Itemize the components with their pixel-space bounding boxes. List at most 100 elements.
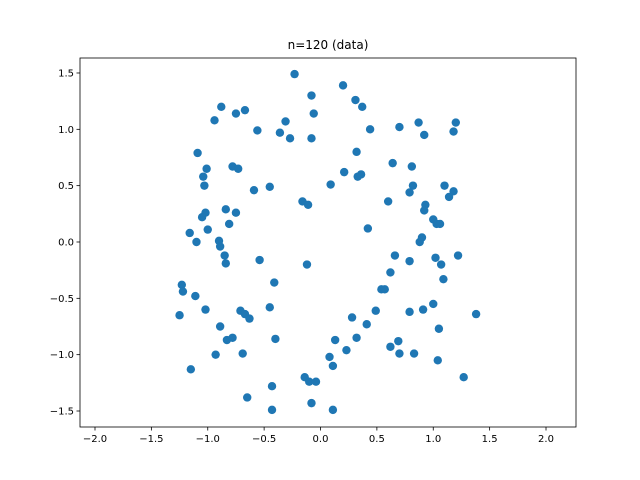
point bbox=[201, 305, 210, 314]
y-tick-label: 0.5 bbox=[58, 181, 74, 192]
point bbox=[431, 253, 440, 262]
point bbox=[347, 313, 357, 322]
point bbox=[328, 361, 338, 371]
point bbox=[351, 95, 360, 105]
point bbox=[415, 237, 424, 247]
point bbox=[178, 287, 188, 296]
point bbox=[210, 116, 219, 125]
point bbox=[221, 205, 230, 214]
point bbox=[185, 228, 194, 238]
point bbox=[365, 125, 375, 134]
point bbox=[353, 172, 362, 181]
point bbox=[471, 309, 481, 319]
point bbox=[338, 81, 348, 90]
axes-frame bbox=[79, 57, 577, 428]
point bbox=[238, 349, 247, 358]
point bbox=[231, 109, 241, 118]
point bbox=[192, 237, 201, 247]
point bbox=[233, 164, 243, 173]
point bbox=[197, 213, 207, 222]
point bbox=[352, 147, 361, 157]
x-tick-label: 0.5 bbox=[369, 434, 385, 445]
point bbox=[240, 105, 250, 115]
x-tick-label: 1.5 bbox=[482, 434, 498, 445]
chart-title: n=120 (data) bbox=[288, 38, 369, 52]
point bbox=[429, 299, 438, 309]
point bbox=[326, 180, 335, 189]
point bbox=[311, 377, 321, 386]
point bbox=[358, 102, 367, 111]
point bbox=[434, 324, 444, 333]
x-tick-label: 2.0 bbox=[538, 434, 554, 445]
point bbox=[405, 188, 414, 197]
point bbox=[418, 305, 428, 314]
x-tick-label: 0.0 bbox=[313, 434, 329, 445]
point bbox=[362, 320, 371, 329]
point bbox=[267, 405, 277, 415]
point bbox=[265, 182, 274, 191]
point bbox=[221, 259, 230, 268]
y-tick-label: −1.0 bbox=[50, 350, 74, 361]
point bbox=[339, 167, 349, 177]
point bbox=[383, 197, 393, 206]
point bbox=[275, 128, 285, 137]
point bbox=[265, 303, 274, 312]
point bbox=[200, 181, 209, 190]
point bbox=[222, 335, 232, 345]
point bbox=[352, 333, 361, 342]
point bbox=[386, 342, 395, 351]
y-tick-label: −0.5 bbox=[50, 294, 74, 305]
y-tick-label: 1.0 bbox=[58, 125, 74, 136]
point bbox=[199, 172, 208, 181]
point bbox=[224, 219, 234, 229]
x-tick-label: −1.5 bbox=[139, 434, 163, 445]
point bbox=[449, 127, 458, 136]
point bbox=[330, 335, 340, 345]
point bbox=[433, 356, 442, 365]
x-tick-label: −0.5 bbox=[252, 434, 276, 445]
point bbox=[302, 260, 312, 269]
y-tick-label: 1.5 bbox=[58, 68, 74, 79]
point bbox=[453, 251, 463, 260]
x-tick-label: −1.0 bbox=[196, 434, 220, 445]
point bbox=[215, 322, 225, 331]
point bbox=[408, 181, 418, 190]
point bbox=[407, 162, 417, 171]
point bbox=[325, 352, 334, 362]
point bbox=[220, 251, 229, 260]
point bbox=[249, 185, 259, 195]
point bbox=[394, 336, 403, 346]
point bbox=[217, 102, 226, 111]
point bbox=[309, 109, 318, 118]
point bbox=[285, 134, 295, 143]
point bbox=[388, 158, 397, 168]
point bbox=[307, 398, 316, 408]
point bbox=[328, 405, 338, 415]
point bbox=[270, 278, 279, 287]
point bbox=[444, 192, 454, 202]
point bbox=[191, 291, 200, 301]
point bbox=[215, 242, 225, 251]
y-tick-label: 0.0 bbox=[58, 237, 74, 248]
point bbox=[409, 349, 419, 358]
point bbox=[281, 117, 290, 126]
point bbox=[175, 311, 184, 320]
point bbox=[243, 393, 252, 402]
point bbox=[177, 280, 187, 290]
point bbox=[405, 256, 414, 266]
point bbox=[390, 251, 400, 260]
point bbox=[380, 285, 389, 294]
point bbox=[203, 225, 212, 234]
point bbox=[440, 181, 449, 190]
point bbox=[414, 118, 423, 127]
x-tick-label: −2.0 bbox=[83, 434, 107, 445]
point bbox=[342, 345, 351, 355]
point bbox=[231, 208, 241, 217]
point bbox=[245, 314, 254, 323]
point bbox=[202, 164, 211, 173]
y-tick-label: −1.5 bbox=[50, 407, 74, 418]
point bbox=[307, 91, 316, 100]
point bbox=[253, 126, 262, 135]
